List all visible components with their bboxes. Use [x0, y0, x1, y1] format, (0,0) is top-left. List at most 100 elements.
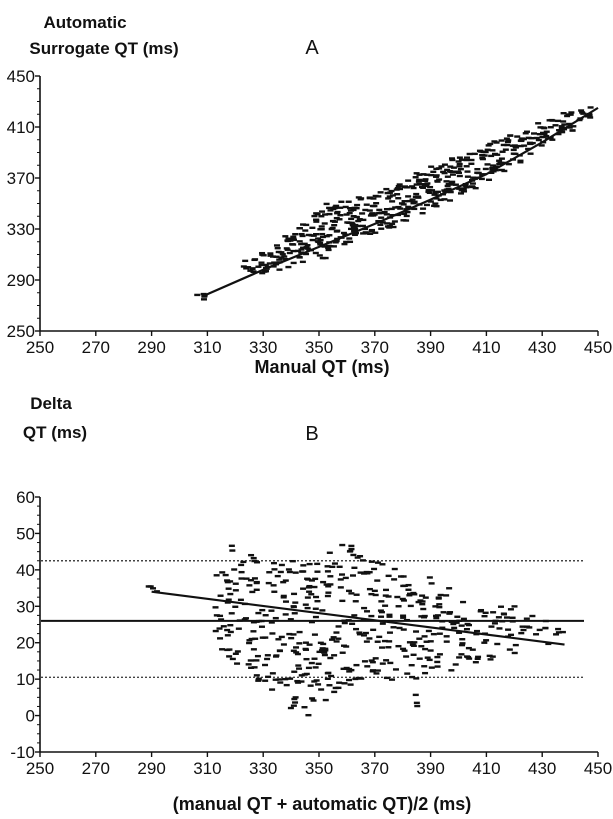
- chart-b-point: [322, 647, 329, 651]
- chart-a-point: [383, 187, 390, 191]
- chart-a-point: [240, 265, 247, 268]
- chart-a-point: [367, 232, 374, 235]
- chart-b-point: [216, 627, 223, 630]
- chart-a-point: [405, 195, 412, 198]
- chart-b-point: [368, 659, 375, 662]
- chart-a-point: [440, 170, 447, 174]
- chart-b-point: [400, 614, 407, 617]
- chart-b-point: [368, 614, 375, 618]
- chart-b-point: [247, 579, 254, 582]
- chart-a-point: [332, 205, 339, 209]
- chart-a-x-tick-label: 270: [82, 338, 110, 357]
- chart-b-point: [253, 659, 260, 662]
- chart-a-point: [505, 162, 512, 166]
- chart-b-point: [389, 678, 396, 681]
- chart-a-point: [300, 223, 307, 226]
- chart-b-point: [409, 675, 416, 679]
- chart-b-x-tick-label: 290: [137, 759, 165, 778]
- chart-a-point: [420, 186, 427, 189]
- chart-a-point: [313, 220, 320, 223]
- chart-b-point: [324, 677, 331, 680]
- chart-b-point: [212, 629, 219, 633]
- chart-b-point: [238, 570, 245, 574]
- chart-b-point: [400, 616, 407, 619]
- chart-a-point: [347, 209, 354, 212]
- chart-a-point: [555, 132, 562, 136]
- chart-b-point: [294, 679, 301, 683]
- chart-b-point: [293, 646, 300, 649]
- chart-a-point: [258, 261, 265, 264]
- chart-b-point: [301, 706, 308, 709]
- chart-b-point: [391, 567, 398, 571]
- chart-b-point: [350, 553, 357, 557]
- chart-b-point: [318, 688, 325, 691]
- chart-a-point: [428, 165, 435, 168]
- chart-b-point: [290, 633, 297, 636]
- chart-b-x-tick-label: 310: [193, 759, 221, 778]
- chart-a-x-tick-label: 310: [193, 338, 221, 357]
- chart-b-point: [421, 665, 428, 668]
- chart-b-point: [224, 634, 231, 637]
- chart-b-y-tick-label: -10: [10, 743, 35, 762]
- chart-a-point: [395, 197, 402, 200]
- chart-a-x-tick-label: 330: [249, 338, 277, 357]
- chart-a-point: [258, 263, 265, 267]
- chart-a-point: [266, 262, 273, 265]
- chart-b-point: [312, 577, 319, 581]
- chart-b-point: [374, 640, 381, 643]
- chart-a-point: [362, 208, 369, 212]
- chart-a-point: [322, 213, 329, 216]
- chart-b-point: [440, 611, 447, 614]
- chart-b-point: [406, 594, 413, 597]
- chart-a-point: [500, 143, 507, 147]
- chart-b-point: [410, 653, 417, 656]
- chart-b-point: [314, 599, 321, 603]
- chart-a-panel-label: A: [305, 37, 319, 59]
- chart-b-point: [404, 672, 411, 675]
- chart-a-point: [462, 184, 469, 187]
- chart-b-points: [145, 543, 566, 717]
- chart-b-ylabel-line1: Delta: [30, 394, 72, 413]
- chart-b-point: [280, 594, 287, 598]
- chart-b-point: [416, 657, 423, 660]
- chart-b-point: [459, 643, 466, 647]
- chart-a-point: [392, 206, 399, 209]
- chart-b-point: [459, 642, 466, 645]
- chart-a-point: [406, 199, 413, 203]
- chart-b-point: [358, 677, 365, 680]
- chart-a-point: [560, 120, 567, 123]
- chart-a-point: [321, 245, 328, 248]
- chart-b-point: [424, 656, 431, 659]
- chart-b-point: [401, 584, 408, 587]
- chart-b-point: [251, 559, 258, 563]
- chart-b-point: [366, 587, 373, 591]
- chart-a-point: [333, 230, 340, 233]
- chart-b-point: [422, 596, 429, 599]
- chart-b-point: [251, 666, 258, 669]
- chart-b-point: [378, 615, 385, 618]
- chart-a-point: [372, 231, 379, 234]
- chart-b-point: [286, 632, 293, 636]
- chart-a-point: [405, 179, 412, 182]
- chart-a-point: [348, 227, 355, 231]
- chart-a-point: [334, 212, 341, 215]
- chart-a-point: [536, 132, 543, 136]
- chart-b-point: [374, 561, 381, 564]
- chart-b-point: [287, 618, 294, 621]
- chart-a-point: [326, 206, 333, 210]
- chart-b-x-tick-label: 370: [361, 759, 389, 778]
- chart-a-point: [413, 192, 420, 196]
- chart-b-point: [226, 648, 233, 651]
- chart-b-point: [321, 651, 328, 654]
- chart-a-point: [296, 240, 303, 243]
- chart-b-point: [377, 609, 384, 612]
- chart-a-point: [336, 218, 343, 221]
- chart-a-point: [249, 267, 256, 270]
- chart-b-point: [322, 649, 329, 652]
- chart-b-point: [262, 614, 269, 617]
- chart-a-point: [384, 191, 391, 195]
- chart-b-point: [437, 593, 444, 597]
- chart-b-point: [339, 651, 346, 654]
- chart-a-point: [267, 252, 274, 255]
- chart-b-point: [428, 582, 435, 585]
